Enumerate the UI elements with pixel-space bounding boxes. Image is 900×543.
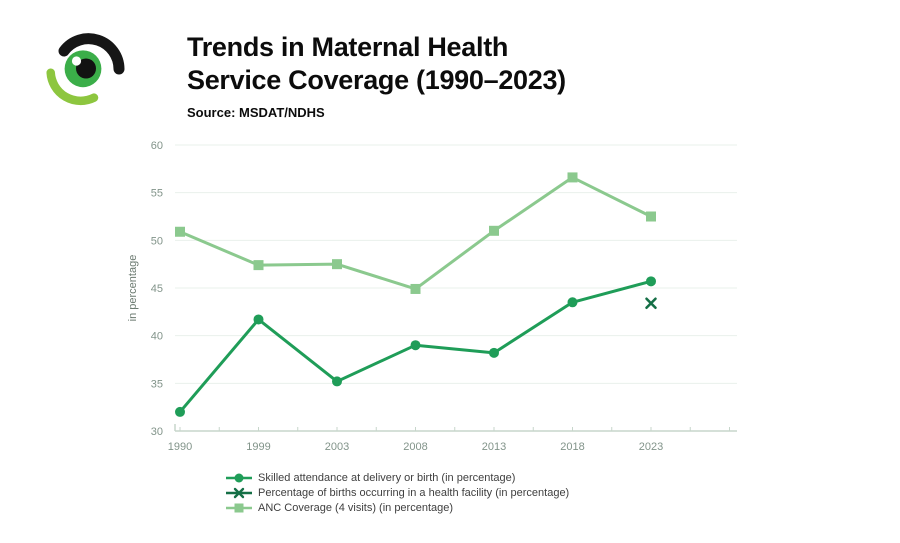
logo-upper-lid-arc <box>58 33 125 75</box>
legend-label: Percentage of births occurring in a heal… <box>258 487 570 499</box>
legend-item: Skilled attendance at delivery or birth … <box>226 472 569 484</box>
x-marker-glyph <box>233 487 245 499</box>
legend-circle-marker-icon <box>226 473 252 483</box>
x-tick-label: 2013 <box>482 441 506 453</box>
data-point-square <box>567 172 578 183</box>
y-tick-label: 35 <box>151 378 163 390</box>
legend-item: Percentage of births occurring in a heal… <box>226 487 569 499</box>
data-point-square <box>332 259 342 270</box>
x-tick-label: 2023 <box>639 441 663 453</box>
data-point-x <box>645 297 657 310</box>
x-tick-label: 1990 <box>168 441 192 453</box>
data-point-circle <box>175 406 185 417</box>
y-axis-title: in percentage <box>127 255 139 322</box>
page-title-line2: Service Coverage (1990–2023) <box>187 65 566 95</box>
y-tick-label: 40 <box>151 331 163 343</box>
y-tick-label: 30 <box>151 426 163 438</box>
data-point-circle <box>332 376 342 387</box>
eye-logo <box>46 33 125 106</box>
x-tick-label: 2003 <box>325 441 349 453</box>
page-title: Trends in Maternal Health Service Covera… <box>187 31 566 97</box>
data-point-square <box>253 260 264 271</box>
x-tick-label: 1999 <box>246 441 270 453</box>
x-tick-label: 2008 <box>403 441 427 453</box>
logo-pupil <box>76 58 96 79</box>
y-tick-label: 45 <box>151 283 163 295</box>
logo-lower-lid-arc <box>46 68 99 106</box>
data-point-circle <box>253 314 264 325</box>
y-tick-label: 50 <box>151 235 163 247</box>
data-point-circle <box>567 297 578 308</box>
title-block: Trends in Maternal Health Service Covera… <box>187 31 566 120</box>
legend-square-marker-icon <box>226 503 252 513</box>
data-point-square <box>646 211 656 222</box>
x-tick-label: 2018 <box>560 441 584 453</box>
circle-marker-glyph <box>234 473 244 483</box>
source-label: Source: MSDAT/NDHS <box>187 105 325 120</box>
legend-label: Skilled attendance at delivery or birth … <box>258 472 516 484</box>
y-tick-label: 55 <box>151 188 163 200</box>
y-tick-label: 60 <box>151 140 163 152</box>
data-point-square <box>410 283 421 294</box>
data-point-circle <box>646 276 656 287</box>
legend-item: ANC Coverage (4 visits) (in percentage) <box>226 502 569 514</box>
data-point-circle <box>410 340 421 351</box>
data-point-square <box>489 225 499 236</box>
legend-x-marker-icon <box>226 487 252 499</box>
data-point-square <box>175 226 185 237</box>
chart-legend: Skilled attendance at delivery or birth … <box>226 472 569 514</box>
data-point-circle <box>489 347 499 358</box>
logo-highlight <box>71 56 82 66</box>
series-line <box>178 175 653 291</box>
square-marker-glyph <box>234 503 244 513</box>
legend-label: ANC Coverage (4 visits) (in percentage) <box>258 502 454 514</box>
page-title-line1: Trends in Maternal Health <box>187 32 509 62</box>
